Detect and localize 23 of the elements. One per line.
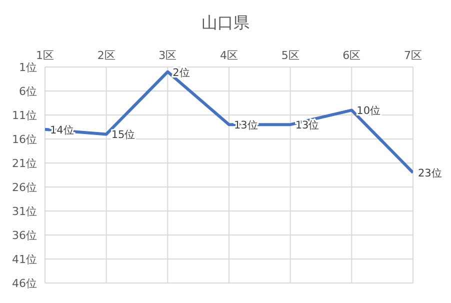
y-tick-label: 46位 (12, 276, 37, 290)
data-label: 15位 (111, 129, 136, 142)
data-label: 2位 (172, 66, 190, 79)
y-tick-label: 16位 (12, 132, 37, 146)
x-tick-label: 2区 (97, 49, 116, 62)
x-tick-label: 1区 (36, 49, 54, 62)
x-tick-label: 4区 (220, 49, 238, 62)
data-label: 13位 (295, 120, 320, 132)
x-tick-label: 5区 (281, 49, 300, 62)
x-tick-label: 3区 (158, 49, 177, 62)
y-tick-label: 6位 (19, 84, 37, 98)
y-tick-label: 1位 (19, 60, 37, 74)
y-tick-label: 11位 (12, 108, 37, 122)
y-tick-label: 21位 (12, 156, 37, 170)
data-label: 23位 (418, 168, 442, 180)
y-tick-label: 41位 (12, 252, 37, 266)
x-tick-label: 6区 (342, 49, 361, 62)
chart-title: 山口県 (200, 12, 250, 34)
y-tick-label: 31位 (12, 204, 37, 218)
x-tick-label: 7区 (404, 49, 422, 62)
y-tick-label: 36位 (12, 228, 37, 242)
y-tick-label: 26位 (12, 180, 37, 194)
data-label: 10位 (356, 105, 382, 118)
